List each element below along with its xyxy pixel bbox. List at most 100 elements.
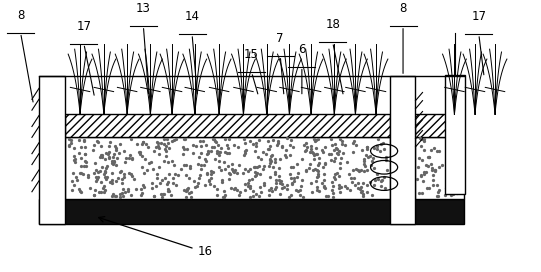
Point bbox=[140, 171, 149, 175]
Point bbox=[96, 190, 105, 194]
Point bbox=[71, 160, 80, 165]
Point bbox=[190, 185, 199, 189]
Point bbox=[433, 194, 441, 198]
Point bbox=[372, 172, 381, 176]
Point bbox=[105, 154, 114, 159]
Point bbox=[309, 168, 318, 172]
Point bbox=[286, 142, 294, 147]
Point bbox=[209, 183, 218, 188]
Point bbox=[266, 158, 275, 162]
Point bbox=[246, 186, 255, 190]
Point bbox=[181, 173, 190, 178]
Point bbox=[314, 174, 322, 178]
Point bbox=[272, 180, 280, 185]
Point bbox=[456, 144, 465, 148]
Point bbox=[335, 149, 344, 153]
Point bbox=[253, 165, 262, 169]
Point bbox=[152, 145, 161, 149]
Point bbox=[164, 146, 173, 150]
Point bbox=[139, 139, 148, 144]
Point bbox=[331, 156, 339, 160]
Point bbox=[318, 148, 327, 153]
Point bbox=[183, 186, 192, 191]
Point bbox=[275, 174, 283, 178]
Point bbox=[377, 179, 385, 183]
Point bbox=[420, 147, 428, 152]
Point bbox=[369, 156, 378, 160]
Point bbox=[92, 167, 101, 172]
Point bbox=[319, 185, 328, 189]
Point bbox=[158, 177, 167, 182]
Point bbox=[252, 173, 261, 177]
Point bbox=[305, 166, 313, 171]
Point bbox=[256, 172, 265, 176]
Point bbox=[154, 144, 163, 149]
Point bbox=[418, 157, 426, 162]
Bar bbox=[390, 76, 415, 224]
Point bbox=[81, 152, 89, 156]
Point bbox=[255, 194, 263, 199]
Point bbox=[327, 152, 335, 156]
Point bbox=[163, 187, 172, 191]
Point bbox=[249, 194, 258, 199]
Point bbox=[288, 182, 296, 187]
Point bbox=[104, 155, 113, 160]
Point bbox=[296, 184, 305, 188]
Point bbox=[141, 157, 149, 161]
Point bbox=[174, 173, 182, 177]
Point bbox=[364, 155, 373, 159]
Point bbox=[313, 169, 322, 173]
Point bbox=[156, 192, 165, 197]
Point bbox=[149, 193, 158, 198]
Point bbox=[209, 137, 217, 141]
Point bbox=[131, 187, 140, 191]
Point bbox=[261, 152, 270, 156]
Point bbox=[114, 151, 123, 155]
Point bbox=[215, 159, 223, 164]
Point bbox=[380, 147, 388, 151]
Point bbox=[137, 142, 146, 146]
Point bbox=[70, 154, 78, 158]
Point bbox=[443, 190, 452, 194]
Point bbox=[67, 141, 75, 145]
Point bbox=[91, 160, 100, 165]
Point bbox=[223, 143, 232, 147]
Point bbox=[260, 183, 268, 187]
Bar bbox=[65, 137, 390, 199]
Point bbox=[195, 175, 203, 180]
Point bbox=[80, 164, 88, 168]
Point bbox=[203, 152, 212, 156]
Point bbox=[457, 138, 466, 143]
Point bbox=[222, 151, 231, 155]
Point bbox=[328, 143, 337, 147]
Point bbox=[153, 176, 161, 180]
Point bbox=[335, 190, 344, 194]
Point bbox=[163, 181, 171, 186]
Point bbox=[363, 183, 372, 187]
Point bbox=[228, 162, 236, 166]
Point bbox=[171, 137, 180, 141]
Point bbox=[184, 191, 193, 195]
Point bbox=[260, 164, 269, 168]
Point bbox=[306, 162, 314, 166]
Point bbox=[331, 172, 340, 177]
Point bbox=[100, 172, 108, 176]
Point bbox=[363, 144, 372, 149]
Point bbox=[290, 179, 299, 183]
Point bbox=[101, 170, 110, 175]
Point bbox=[382, 168, 391, 172]
Point bbox=[101, 169, 110, 174]
Point bbox=[348, 180, 357, 185]
Point bbox=[328, 194, 337, 199]
Point bbox=[314, 163, 322, 168]
Bar bbox=[39, 76, 65, 224]
Point bbox=[126, 193, 135, 197]
Point bbox=[211, 157, 220, 161]
Point bbox=[212, 149, 221, 153]
Point bbox=[229, 187, 238, 191]
Point bbox=[447, 149, 456, 153]
Point bbox=[77, 171, 85, 175]
Point bbox=[287, 192, 296, 197]
Point bbox=[444, 160, 452, 164]
Point bbox=[155, 146, 163, 150]
